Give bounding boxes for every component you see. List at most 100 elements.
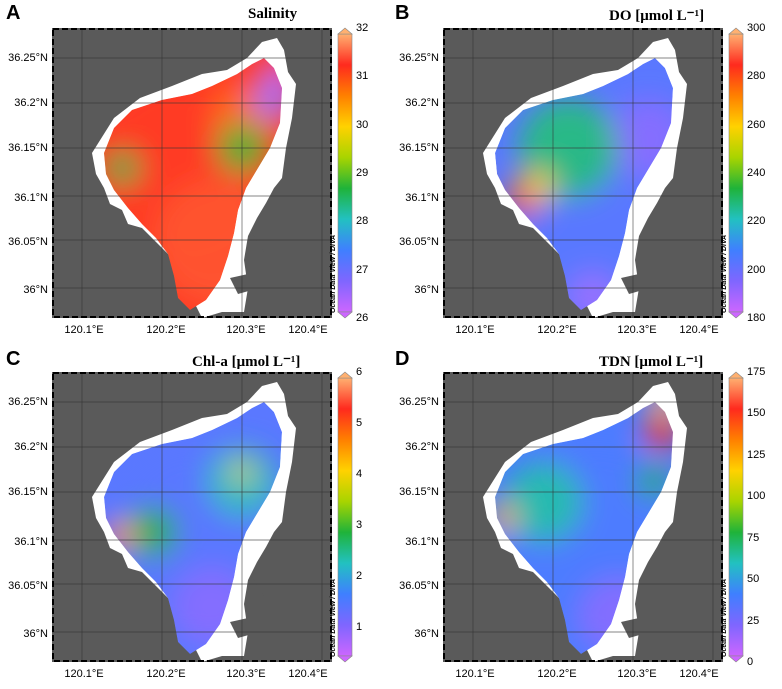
tdn-colorbar xyxy=(728,371,744,663)
colorbar-tick: 28 xyxy=(356,215,369,227)
panel-letter: D xyxy=(395,348,410,370)
colorbar-tick: 180 xyxy=(747,312,766,324)
lat-label: 36.25°N xyxy=(8,52,48,64)
colorbar-tick: 200 xyxy=(747,264,766,276)
credit-text: Ocean Data View / DIVA xyxy=(721,234,728,313)
lat-label: 36°N xyxy=(23,628,48,640)
lat-label: 36.1°N xyxy=(14,536,48,548)
map-frame xyxy=(52,28,332,318)
colorbar-tick: 5 xyxy=(356,417,363,429)
lon-label: 120.3°E xyxy=(617,324,657,336)
panel-do: B DO [μmol L⁻¹] 36.25°N 36.2°N 36.15°N 3… xyxy=(391,0,782,344)
chla-map xyxy=(52,372,332,662)
colorbar-tick: 100 xyxy=(747,490,766,502)
lon-label: 120.4°E xyxy=(288,668,328,680)
gridlines xyxy=(52,372,332,662)
colorbar-gradient xyxy=(728,33,744,313)
lon-label: 120.3°E xyxy=(617,668,657,680)
colorbar-tick: 4 xyxy=(356,468,363,480)
credit-text: Ocean Data View / DIVA xyxy=(330,234,337,313)
colorbar-tick: 25 xyxy=(747,615,760,627)
lat-label: 36°N xyxy=(23,284,48,296)
colorbar-tick: 280 xyxy=(747,70,766,82)
lon-label: 120.4°E xyxy=(679,324,719,336)
gridlines xyxy=(443,28,723,318)
do-map xyxy=(443,28,723,318)
map-frame xyxy=(443,372,723,662)
lat-label: 36.15°N xyxy=(8,142,48,154)
map-frame xyxy=(52,372,332,662)
colorbar-gradient xyxy=(337,33,353,313)
lon-label: 120.4°E xyxy=(288,324,328,336)
colorbar-tick: 26 xyxy=(356,312,369,324)
panel-title: Salinity xyxy=(248,6,298,22)
colorbar-cap-bottom xyxy=(728,311,744,319)
panel-letter: C xyxy=(6,348,21,370)
colorbar-tick: 6 xyxy=(356,366,363,378)
colorbar-tick: 125 xyxy=(747,449,766,461)
credit-text: Ocean Data View / DIVA xyxy=(330,578,337,657)
lat-label: 36.15°N xyxy=(399,142,439,154)
lat-label: 36.05°N xyxy=(8,236,48,248)
colorbar-tick: 75 xyxy=(747,532,760,544)
lon-label: 120.1°E xyxy=(455,668,495,680)
lat-label: 36.2°N xyxy=(14,441,48,453)
lon-label: 120.4°E xyxy=(679,668,719,680)
salinity-colorbar xyxy=(337,27,353,319)
gridlines xyxy=(443,372,723,662)
lat-label: 36.25°N xyxy=(8,396,48,408)
lat-label: 36.2°N xyxy=(405,97,439,109)
colorbar-cap-top xyxy=(728,371,744,379)
chla-colorbar xyxy=(337,371,353,663)
lon-label: 120.2°E xyxy=(537,324,577,336)
tdn-map xyxy=(443,372,723,662)
colorbar-tick: 260 xyxy=(747,119,766,131)
panel-letter: B xyxy=(395,2,410,24)
colorbar-tick: 50 xyxy=(747,573,760,585)
do-colorbar xyxy=(728,27,744,319)
lat-label: 36°N xyxy=(414,284,439,296)
lon-label: 120.3°E xyxy=(226,668,266,680)
colorbar-cap-bottom xyxy=(728,655,744,663)
lon-label: 120.1°E xyxy=(455,324,495,336)
lat-label: 36.15°N xyxy=(399,486,439,498)
lon-label: 120.1°E xyxy=(64,324,104,336)
gridlines xyxy=(52,28,332,318)
lat-label: 36.05°N xyxy=(399,236,439,248)
colorbar-cap-top xyxy=(337,371,353,379)
map-frame xyxy=(443,28,723,318)
salinity-map xyxy=(52,28,332,318)
lat-label: 36.15°N xyxy=(8,486,48,498)
panel-salinity: A Salinity 36.25°N 36.2°N 36.15°N 36.1°N… xyxy=(0,0,391,344)
colorbar-tick: 220 xyxy=(747,215,766,227)
colorbar-tick: 3 xyxy=(356,519,363,531)
colorbar-tick: 0 xyxy=(747,656,754,668)
panel-letter: A xyxy=(6,2,21,24)
panel-title: Chl-a [μmol L⁻¹] xyxy=(192,354,301,370)
panel-title: TDN [μmol L⁻¹] xyxy=(599,354,704,370)
colorbar-tick: 1 xyxy=(356,621,363,633)
colorbar-cap-top xyxy=(728,27,744,35)
colorbar-gradient xyxy=(728,377,744,657)
colorbar-cap-top xyxy=(337,27,353,35)
colorbar-gradient xyxy=(337,377,353,657)
colorbar-tick: 300 xyxy=(747,22,766,34)
colorbar-tick: 150 xyxy=(747,407,766,419)
panel-title: DO [μmol L⁻¹] xyxy=(609,8,705,24)
lon-label: 120.2°E xyxy=(146,668,186,680)
lon-label: 120.3°E xyxy=(226,324,266,336)
colorbar-tick: 175 xyxy=(747,366,766,378)
lat-label: 36.1°N xyxy=(14,192,48,204)
credit-text: Ocean Data View / DIVA xyxy=(721,578,728,657)
lon-label: 120.2°E xyxy=(146,324,186,336)
colorbar-cap-bottom xyxy=(337,655,353,663)
colorbar-tick: 240 xyxy=(747,167,766,179)
lon-label: 120.1°E xyxy=(64,668,104,680)
lat-label: 36.05°N xyxy=(399,580,439,592)
colorbar-cap-bottom xyxy=(337,311,353,319)
lon-label: 120.2°E xyxy=(537,668,577,680)
colorbar-tick: 31 xyxy=(356,70,369,82)
lat-label: 36.1°N xyxy=(405,192,439,204)
lat-label: 36.25°N xyxy=(399,52,439,64)
lat-label: 36.2°N xyxy=(14,97,48,109)
